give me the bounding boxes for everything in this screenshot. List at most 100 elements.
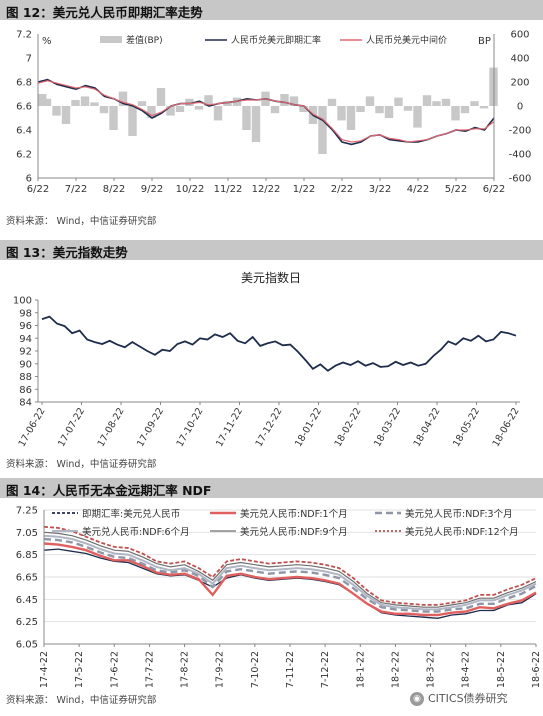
y-tick-label: 7 xyxy=(26,54,32,65)
diff-bar xyxy=(327,98,337,106)
diff-bar xyxy=(289,96,299,106)
x-tick-label: 18-02-22 xyxy=(333,406,364,449)
diff-bar xyxy=(384,106,394,118)
diff-bar xyxy=(99,106,109,114)
diff-bar xyxy=(432,101,441,106)
x-tick-label: 17-07-22 xyxy=(56,406,87,449)
y-tick-label: 6.4 xyxy=(16,126,32,137)
diff-bar xyxy=(403,106,413,111)
x-tick-label: 10/22 xyxy=(176,184,205,195)
diff-bar xyxy=(42,98,52,106)
diff-bar xyxy=(375,106,384,114)
figure-12-source: 资料来源： Wind，中信证券研究部 xyxy=(6,216,157,227)
watermark-text: CITICS债券研究 xyxy=(428,692,508,705)
diff-bar xyxy=(61,106,71,124)
x-tick-label: 17-7-22 xyxy=(144,651,155,688)
y-tick-label: 6.6 xyxy=(16,102,32,113)
y2-tick-label: -600 xyxy=(509,174,532,185)
figure-13-source: 资料来源： Wind，中信证券研究部 xyxy=(6,459,157,470)
x-tick-label: 17-6-22 xyxy=(109,651,120,688)
wechat-icon: ◉ xyxy=(410,692,424,706)
diff-bar xyxy=(356,106,365,112)
x-tick-label: 4/22 xyxy=(407,184,429,195)
x-tick-label: 17-5-22 xyxy=(74,651,85,688)
diff-bar xyxy=(479,106,489,109)
diff-bar xyxy=(223,101,232,106)
x-tick-label: 8/22 xyxy=(103,184,125,195)
series-line-ndf-5 xyxy=(43,525,537,606)
legend-label: 美元兑人民币:NDF:3个月 xyxy=(405,508,513,520)
figure-14-title: 图 14：人民币无本金远期汇率 NDF xyxy=(6,483,212,498)
figure-14-source: 资料来源： Wind，中信证券研究部 xyxy=(6,695,157,706)
fx-spot-chart: 6 6.2 6.4 6.6 6.8 7 7.2 -600 -400 -200 0 200 400 600%… xyxy=(16,30,532,196)
x-tick-label: 18-04-22 xyxy=(412,406,443,449)
y2-tick-label: 0 xyxy=(517,102,523,113)
figure-12-title: 图 12：美元兑人民币即期汇率走势 xyxy=(6,5,203,20)
series-line-ndf-3 xyxy=(43,534,537,611)
diff-bar xyxy=(118,91,128,106)
diff-bar xyxy=(365,96,375,106)
legend-label: 差值(BP) xyxy=(126,34,163,46)
x-tick-label: 12/22 xyxy=(252,184,281,195)
diff-bar xyxy=(90,102,99,106)
figure-12-header: 图 12：美元兑人民币即期汇率走势 xyxy=(0,0,543,20)
figure-13-header: 图 13：美元指数走势 xyxy=(0,240,543,260)
legend-label: 美元兑人民币:NDF:12个月 xyxy=(405,526,519,538)
y-tick-label: 6.65 xyxy=(16,573,38,584)
diff-bar xyxy=(299,106,308,112)
x-tick-label: 18-03-22 xyxy=(372,406,403,449)
x-tick-label: 17-10-22 xyxy=(250,651,261,688)
y-tick-label: 100 xyxy=(13,296,32,307)
y-tick-label: 98 xyxy=(19,308,32,319)
x-tick-label: 9/22 xyxy=(141,184,163,195)
watermark: ◉ CITICS债券研究 xyxy=(410,690,508,706)
diff-bar xyxy=(109,106,118,130)
x-tick-label: 18-6-22 xyxy=(531,651,542,688)
x-tick-label: 11/22 xyxy=(214,184,243,195)
x-tick-label: 18-3-22 xyxy=(426,651,437,688)
series-line-dollar-index xyxy=(41,315,517,372)
diff-bar xyxy=(460,106,470,114)
y-tick-label: 6.05 xyxy=(16,640,38,651)
legend-swatch-diff xyxy=(100,36,122,43)
diff-bar xyxy=(194,106,204,110)
x-tick-label: 17-11-22 xyxy=(214,406,245,449)
y-tick-label: 84 xyxy=(19,398,32,409)
y-tick-label: 92 xyxy=(19,347,32,358)
diff-bar xyxy=(413,106,422,128)
y-tick-label: 94 xyxy=(19,334,32,345)
legend-label: 人民币兑美元即期汇率 xyxy=(231,34,321,46)
y2-tick-label: -200 xyxy=(509,126,532,137)
series-line-central-parity xyxy=(37,80,495,143)
x-tick-label: 17-8-22 xyxy=(180,651,191,688)
x-tick-label: 17-9-22 xyxy=(215,651,226,688)
diff-bar xyxy=(38,94,47,106)
x-tick-label: 18-2-22 xyxy=(390,651,401,688)
x-tick-label: 18-06-22 xyxy=(491,406,522,449)
y-tick-label: 6.25 xyxy=(16,617,38,628)
y-tick-label: 90 xyxy=(19,359,32,370)
legend-label: 美元兑人民币:NDF:1个月 xyxy=(240,508,348,520)
series-line-ndf-4 xyxy=(43,531,537,608)
figure-14-header: 图 14：人民币无本金远期汇率 NDF xyxy=(0,478,543,498)
x-tick-label: 17-11-22 xyxy=(285,651,296,688)
left-unit-label: % xyxy=(42,36,52,47)
series-line-ndf-2 xyxy=(43,537,537,613)
x-tick-label: 18-05-22 xyxy=(451,406,482,449)
diff-bar xyxy=(280,94,289,106)
diff-bar xyxy=(270,106,280,114)
diff-bar xyxy=(394,97,403,106)
x-tick-label: 18-1-22 xyxy=(355,651,366,688)
x-tick-label: 17-06-22 xyxy=(17,406,48,449)
diff-bar xyxy=(346,106,356,130)
diff-bar xyxy=(166,106,175,116)
x-tick-label: 6/22 xyxy=(483,184,505,195)
legend-label: 人民币兑美元中间价 xyxy=(366,34,447,46)
y2-tick-label: 600 xyxy=(510,30,529,41)
figure-13-title: 图 13：美元指数走势 xyxy=(6,245,128,260)
diff-bar xyxy=(451,106,460,121)
diff-bar xyxy=(204,95,213,106)
diff-bar xyxy=(175,106,185,112)
x-tick-label: 17-4-22 xyxy=(39,651,50,688)
